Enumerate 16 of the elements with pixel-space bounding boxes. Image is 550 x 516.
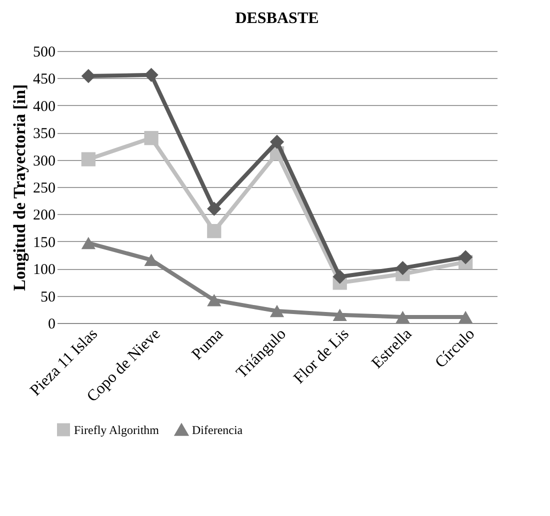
y-axis-title: Longitud de Trayectoria [in] (10, 84, 29, 291)
y-tick-label: 50 (40, 289, 56, 306)
x-tick-label: Flor de Lis (290, 326, 352, 388)
chart-title: DESBASTE (235, 10, 319, 27)
y-tick-label: 500 (33, 44, 56, 60)
y-tick-label: 0 (48, 316, 56, 332)
y-tick-label: 150 (33, 234, 56, 251)
y-tick-label: 450 (33, 72, 56, 88)
legend-label: Diferencia (192, 423, 244, 438)
y-tick-label: 300 (33, 153, 56, 170)
y-tick-label: 400 (33, 98, 56, 115)
y-tick-label: 200 (33, 208, 56, 224)
y-tick-label: 100 (33, 262, 56, 278)
legend-label: Firefly Algorithm (74, 422, 160, 437)
y-tick-label: 350 (33, 126, 56, 142)
y-tick-label: 250 (33, 180, 56, 196)
